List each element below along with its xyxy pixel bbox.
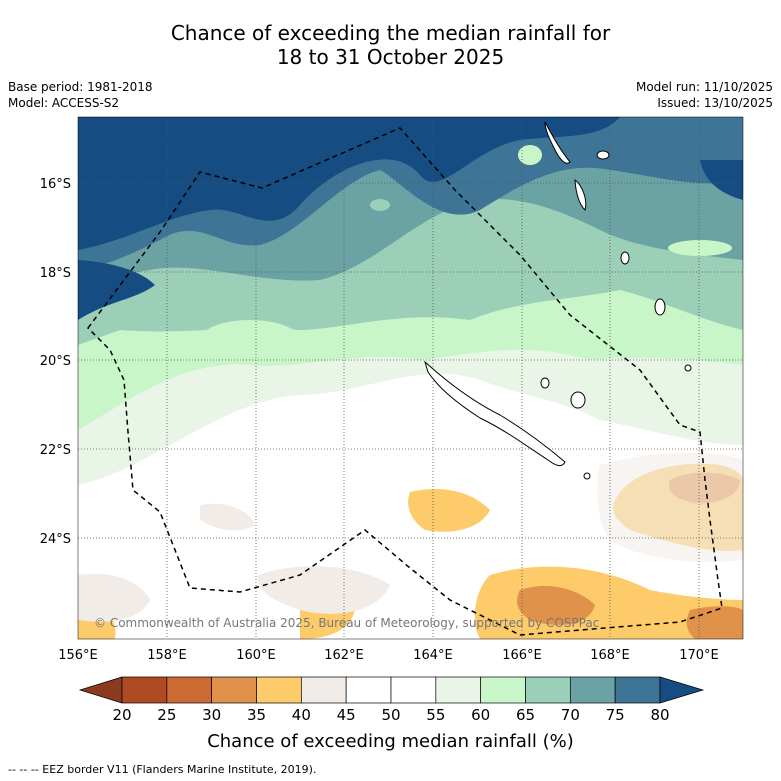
- colorbar-swatch: [614, 676, 661, 704]
- lat-label: 18°S: [40, 266, 71, 281]
- island: [570, 391, 586, 409]
- colorbar-tick-label: 20: [112, 706, 131, 724]
- colorbar-swatch: [300, 676, 347, 704]
- colorbar-tick-label: 35: [247, 706, 266, 724]
- model-name: Model: ACCESS-S2: [8, 96, 120, 110]
- new-caledonia-island: [424, 360, 566, 467]
- colorbar-tick-label: 30: [202, 706, 221, 724]
- eez-border: [87, 127, 723, 636]
- colorbar-swatch: [569, 676, 616, 704]
- colorbar-tick-label: 60: [471, 706, 490, 724]
- model-run: Model run: 11/10/2025: [635, 80, 773, 94]
- island: [654, 298, 666, 316]
- longitude-labels: 156°E 158°E 160°E 162°E 164°E 166°E 168°…: [58, 648, 719, 663]
- base-period: Base period: 1981-2018: [8, 80, 153, 94]
- colorbar-swatch: [435, 676, 482, 704]
- lon-label: 156°E: [58, 648, 98, 663]
- colorbar-label: Chance of exceeding median rainfall (%): [207, 731, 574, 752]
- colorbar-tick-label: 45: [337, 706, 356, 724]
- grid-lines: [78, 117, 743, 639]
- colorbar-ticks: 20 25 30 35 40 45 50 55 60 65 70 75 80: [112, 706, 669, 724]
- colorbar-tick-label: 65: [516, 706, 535, 724]
- title-line-1: Chance of exceeding the median rainfall …: [170, 21, 611, 45]
- island: [620, 251, 630, 265]
- lon-label: 170°E: [679, 648, 719, 663]
- colorbar-extend-low: [78, 676, 123, 704]
- issued-date: Issued: 13/10/2025: [657, 96, 773, 110]
- island: [540, 377, 550, 389]
- title-line-2: 18 to 31 October 2025: [276, 45, 505, 69]
- lat-label: 20°S: [40, 354, 71, 369]
- lon-label: 158°E: [147, 648, 187, 663]
- eez-legend-note: -- -- -- EEZ border V11 (Flanders Marine…: [8, 763, 317, 776]
- colorbar-tick-label: 70: [561, 706, 580, 724]
- lon-label: 168°E: [590, 648, 630, 663]
- colorbar-tick-label: 80: [650, 706, 669, 724]
- islands: [424, 121, 692, 480]
- lon-label: 162°E: [324, 648, 364, 663]
- island: [544, 121, 571, 164]
- latitude-labels: 16°S 18°S 20°S 22°S 24°S: [40, 177, 71, 547]
- plot-frame: [77, 116, 744, 640]
- rainfall-contours: [78, 117, 743, 639]
- lon-label: 160°E: [236, 648, 276, 663]
- island: [684, 364, 692, 372]
- colorbar-swatch: [480, 676, 526, 704]
- colorbar-swatch: [121, 676, 168, 704]
- colorbar-extend-high: [659, 676, 705, 704]
- colorbar-swatch: [390, 676, 437, 704]
- colorbar-tick-label: 25: [157, 706, 176, 724]
- lat-label: 22°S: [40, 443, 71, 458]
- colorbar-swatch: [166, 676, 213, 704]
- colorbar-tick-label: 40: [292, 706, 311, 724]
- lon-label: 164°E: [413, 648, 453, 663]
- colorbar-tick-label: 75: [606, 706, 625, 724]
- lat-label: 16°S: [40, 177, 71, 192]
- island: [596, 150, 610, 160]
- lat-label: 24°S: [40, 532, 71, 547]
- colorbar: [78, 676, 705, 704]
- colorbar-tick-label: 55: [426, 706, 445, 724]
- colorbar-swatch: [525, 676, 571, 704]
- colorbar-swatch: [345, 676, 392, 704]
- colorbar-swatch: [211, 676, 257, 704]
- copyright-text: © Commonwealth of Australia 2025, Bureau…: [94, 616, 599, 630]
- colorbar-swatch: [256, 676, 302, 704]
- island: [574, 178, 587, 211]
- lon-label: 166°E: [502, 648, 542, 663]
- island: [583, 472, 591, 480]
- colorbar-tick-label: 50: [381, 706, 400, 724]
